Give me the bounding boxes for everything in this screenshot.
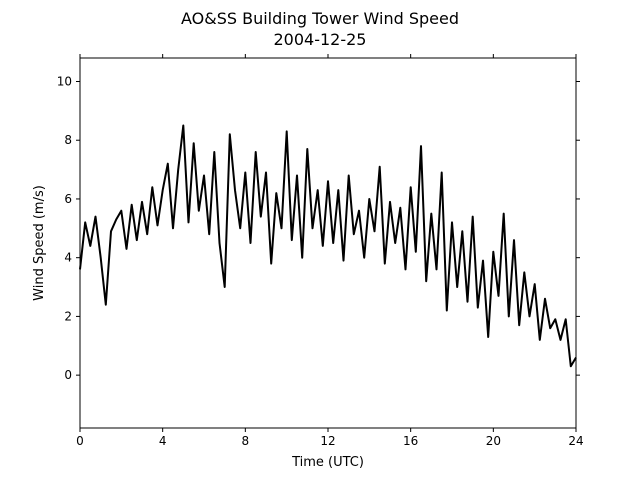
y-tick-label: 4: [64, 251, 72, 265]
chart-title-line1: AO&SS Building Tower Wind Speed: [181, 9, 459, 28]
x-tick-label: 20: [486, 434, 501, 448]
y-tick-label: 0: [64, 368, 72, 382]
x-tick-label: 12: [320, 434, 335, 448]
y-tick-label: 2: [64, 309, 72, 323]
y-axis-label: Wind Speed (m/s): [32, 185, 47, 301]
y-tick-label: 6: [64, 192, 72, 206]
y-tick-label: 10: [57, 74, 72, 88]
x-tick-label: 16: [403, 434, 418, 448]
y-tick-label: 8: [64, 133, 72, 147]
x-tick-label: 8: [242, 434, 250, 448]
x-tick-label: 4: [159, 434, 167, 448]
chart-title-line2: 2004-12-25: [274, 30, 367, 49]
x-axis-label: Time (UTC): [291, 455, 364, 470]
x-tick-label: 24: [568, 434, 583, 448]
x-tick-label: 0: [76, 434, 84, 448]
series-layer: [79, 124, 577, 368]
wind-speed-series-line-0: [79, 124, 577, 368]
